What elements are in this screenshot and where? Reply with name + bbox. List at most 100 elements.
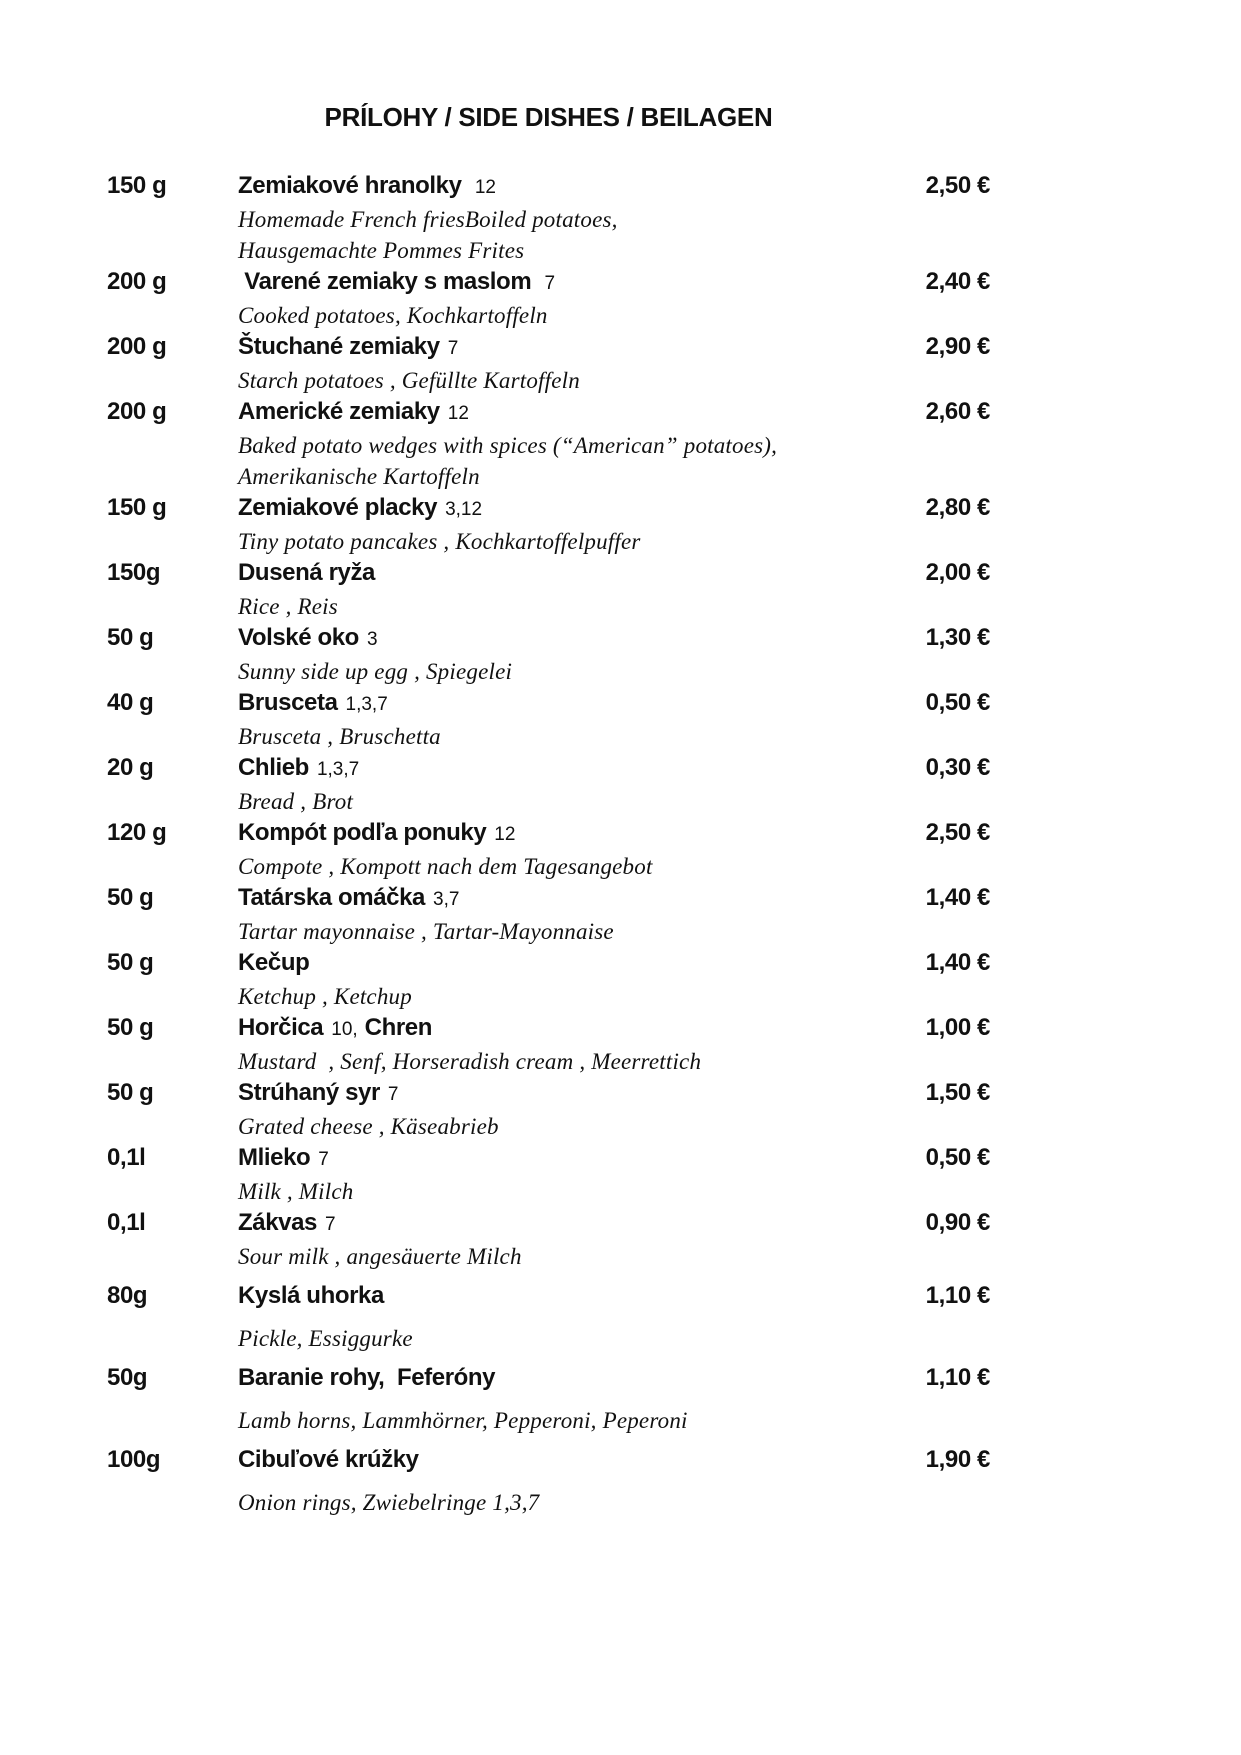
menu-item: 150g Dusená ryža 2,00 € Rice , Reis	[107, 557, 990, 622]
item-description: Cooked potatoes, Kochkartoffeln	[238, 303, 548, 328]
item-price: 0,50 €	[925, 689, 991, 716]
item-price: 1,40 €	[925, 884, 991, 911]
menu-item: 150 g Zemiakové placky 3,12 2,80 € Tiny p…	[107, 492, 990, 557]
item-title-line: Zemiakové hranolky 12	[238, 170, 926, 204]
menu-item-row: 50g Baranie rohy, Feferóny 1,10 €	[107, 1362, 990, 1396]
item-price: 1,10 €	[925, 1364, 991, 1391]
menu-item-row: 150 g Zemiakové placky 3,12 2,80 €	[107, 492, 990, 526]
item-description: Starch potatoes , Gefüllte Kartoffeln	[238, 368, 580, 393]
item-title-line: Tatárska omáčka 3,7	[238, 882, 926, 916]
item-description: Bread , Brot	[238, 789, 354, 814]
item-description: Compote , Kompott nach dem Tagesangebot	[238, 854, 653, 879]
menu-item-row: 50 g Volské oko 3 1,30 €	[107, 622, 990, 656]
item-description: Tartar mayonnaise , Tartar-Mayonnaise	[238, 919, 614, 944]
menu-item: 50 g Kečup 1,40 € Ketchup , Ketchup	[107, 947, 990, 1012]
item-weight: 50g	[107, 1364, 148, 1391]
item-name: Kyslá uhorka	[238, 1282, 384, 1309]
item-weight: 20 g	[107, 754, 154, 781]
item-name: Americké zemiaky	[238, 398, 440, 425]
item-descriptions: Grated cheese , Käseabrieb	[107, 1111, 990, 1142]
item-title-line: Americké zemiaky 12	[238, 396, 926, 430]
menu-item: 200 g Štuchané zemiaky 7 2,90 € Starch po…	[107, 331, 990, 396]
item-price: 0,30 €	[925, 754, 991, 781]
item-description: Sour milk , angesäuerte Milch	[238, 1244, 522, 1269]
item-description: Baked potato wedges with spices (“Americ…	[238, 433, 778, 458]
item-weight: 150 g	[107, 172, 167, 199]
item-weight: 80g	[107, 1282, 148, 1309]
item-title-line: Zákvas 7	[238, 1207, 926, 1241]
item-descriptions: Tartar mayonnaise , Tartar-Mayonnaise	[107, 916, 990, 947]
item-description: Grated cheese , Käseabrieb	[238, 1114, 499, 1139]
item-allergens: 7	[539, 273, 556, 294]
item-description: Lamb horns, Lammhörner, Pepperoni, Peper…	[238, 1408, 688, 1433]
item-price: 2,50 €	[925, 172, 991, 199]
item-descriptions: Bread , Brot	[107, 786, 990, 817]
menu-item: 40 g Brusceta 1,3,7 0,50 € Brusceta , Bru…	[107, 687, 990, 752]
item-name-2: Chren	[364, 1014, 433, 1041]
item-name: Dusená ryža	[238, 559, 375, 586]
item-description: Sunny side up egg , Spiegelei	[238, 659, 513, 684]
item-allergens: 3,7	[433, 889, 460, 910]
item-weight: 0,1l	[107, 1144, 146, 1171]
item-descriptions: Ketchup , Ketchup	[107, 981, 990, 1012]
item-title-line: Mlieko 7	[238, 1142, 926, 1176]
menu-item-row: 20 g Chlieb 1,3,7 0,30 €	[107, 752, 990, 786]
menu-item-row: 120 g Kompót podľa ponuky 12 2,50 €	[107, 817, 990, 851]
item-name: Cibuľové krúžky	[238, 1446, 419, 1473]
menu-item-row: 50 g Strúhaný syr 7 1,50 €	[107, 1077, 990, 1111]
item-weight: 40 g	[107, 689, 154, 716]
item-title-line: Zemiakové placky 3,12	[238, 492, 926, 526]
item-allergens: 7	[387, 1084, 399, 1105]
menu-item-row: 200 g Štuchané zemiaky 7 2,90 €	[107, 331, 990, 365]
item-price: 2,40 €	[925, 268, 991, 295]
menu-item-row: 200 g Varené zemiaky s maslom 7 2,40 €	[107, 266, 990, 300]
item-allergens: 3,12	[445, 499, 483, 520]
menu-item: 50g Baranie rohy, Feferóny 1,10 € Lamb h…	[107, 1362, 990, 1436]
item-descriptions: Sour milk , angesäuerte Milch	[107, 1241, 990, 1272]
item-name: Kompót podľa ponuky	[238, 819, 487, 846]
item-description: Pickle, Essiggurke	[238, 1326, 413, 1351]
item-description: Mustard , Senf, Horseradish cream , Meer…	[238, 1049, 702, 1074]
item-weight: 50 g	[107, 1079, 154, 1106]
item-description: Milk , Milch	[238, 1179, 354, 1204]
item-weight: 200 g	[107, 268, 167, 295]
item-price: 2,80 €	[925, 494, 991, 521]
item-weight: 150 g	[107, 494, 167, 521]
item-price: 1,10 €	[925, 1282, 991, 1309]
item-descriptions: Pickle, Essiggurke	[107, 1323, 990, 1354]
item-descriptions: Tiny potato pancakes , Kochkartoffelpuff…	[107, 526, 990, 557]
item-allergens: 7	[325, 1214, 336, 1235]
item-description: Rice , Reis	[238, 594, 338, 619]
item-title-line: Horčica 10, Chren	[238, 1012, 926, 1046]
item-weight: 150g	[107, 559, 161, 586]
item-description: Brusceta , Bruschetta	[238, 724, 441, 749]
menu-item-row: 50 g Tatárska omáčka 3,7 1,40 €	[107, 882, 990, 916]
item-allergens: 3	[366, 629, 378, 650]
item-price: 1,90 €	[925, 1446, 991, 1473]
item-title-line: Dusená ryža	[238, 557, 926, 591]
menu-item: 50 g Horčica 10, Chren 1,00 € Mustard , Se…	[107, 1012, 990, 1077]
menu-item-row: 50 g Horčica 10, Chren 1,00 €	[107, 1012, 990, 1046]
item-description: Amerikanische Kartoffeln	[238, 464, 480, 489]
item-descriptions: Cooked potatoes, Kochkartoffeln	[107, 300, 990, 331]
menu-item: 200 g Americké zemiaky 12 2,60 € Baked po…	[107, 396, 990, 492]
menu-item-row: 80g Kyslá uhorka 1,10 €	[107, 1280, 990, 1314]
menu-item-row: 100g Cibuľové krúžky 1,90 €	[107, 1444, 990, 1478]
item-descriptions: Starch potatoes , Gefüllte Kartoffeln	[107, 365, 990, 396]
item-name: Tatárska omáčka	[238, 884, 426, 911]
menu-item-row: 50 g Kečup 1,40 €	[107, 947, 990, 981]
item-title-line: Baranie rohy, Feferóny	[238, 1362, 926, 1396]
menu-item-row: 0,1l Zákvas 7 0,90 €	[107, 1207, 990, 1241]
item-allergens: 1,3,7	[316, 759, 360, 780]
menu-item: 20 g Chlieb 1,3,7 0,30 € Bread , Brot	[107, 752, 990, 817]
menu-item-row: 40 g Brusceta 1,3,7 0,50 €	[107, 687, 990, 721]
item-description: Onion rings, Zwiebelringe 1,3,7	[238, 1490, 540, 1515]
item-price: 1,30 €	[925, 624, 991, 651]
menu-item: 200 g Varené zemiaky s maslom 7 2,40 € C…	[107, 266, 990, 331]
item-weight: 50 g	[107, 884, 154, 911]
item-descriptions: Homemade French friesBoiled potatoes, Hau…	[107, 204, 990, 266]
menu-item: 120 g Kompót podľa ponuky 12 2,50 € Compo…	[107, 817, 990, 882]
item-name: Strúhaný syr	[238, 1079, 380, 1106]
menu-item: 100g Cibuľové krúžky 1,90 € Onion rings,…	[107, 1444, 990, 1518]
